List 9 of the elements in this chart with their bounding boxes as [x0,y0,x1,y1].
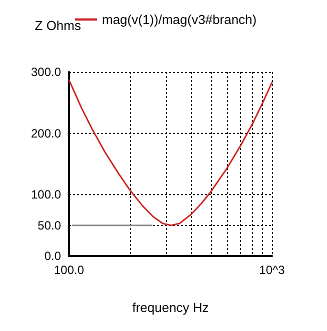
x-tick-label: 10^3 [259,263,286,277]
y-tick-label: 300.0 [30,65,62,79]
legend-label: mag(v(1))/mag(v3#branch) [102,12,257,27]
y-axis-title: Z Ohms [34,18,82,33]
y-tick-label: 50.0 [38,218,62,232]
x-axis-title: frequency Hz [132,300,209,315]
y-tick-label: 100.0 [30,188,62,202]
y-tick-label: 200.0 [30,126,62,140]
y-tick-label: 0.0 [44,249,62,263]
